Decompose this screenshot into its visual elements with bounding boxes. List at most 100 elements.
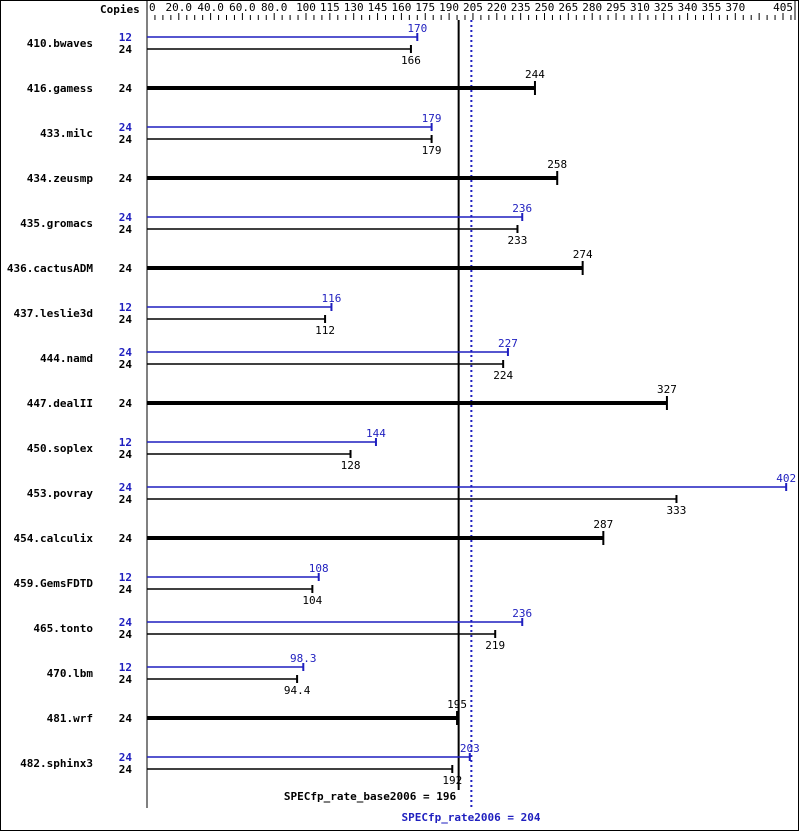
base-copies: 24 [119,583,133,596]
tick-label: 160 [391,1,411,14]
base-value-label: 104 [302,594,322,607]
base-copies: 24 [119,493,133,506]
tick-label: 325 [654,1,674,14]
base-value-label: 128 [341,459,361,472]
peak-copies: 24 [119,211,133,224]
copies-axis-label: Copies [100,3,140,16]
benchmark-label: 437.leslie3d [14,307,93,320]
base-value-label: 179 [422,144,442,157]
peak-value-label: 116 [322,292,342,305]
benchmark-label: 434.zeusmp [27,172,94,185]
peak-copies: 24 [119,346,133,359]
tick-label: 175 [415,1,435,14]
tick-label: 310 [630,1,650,14]
tick-label: 0 [149,1,156,14]
tick-label: 130 [344,1,364,14]
tick-label: 80.0 [261,1,288,14]
base-value-label: 274 [573,248,593,261]
peak-copies: 24 [119,616,133,629]
base-value-label: 195 [447,698,467,711]
base-copies: 24 [119,628,133,641]
peak-copies: 12 [119,31,132,44]
peak-value-label: 236 [512,607,532,620]
peak-copies: 24 [119,751,133,764]
peak-copies: 12 [119,571,132,584]
base-value-label: 244 [525,68,545,81]
base-value-label: 94.4 [284,684,311,697]
peak-value-label: 108 [309,562,329,575]
base-copies: 24 [119,532,133,545]
benchmark-label: 410.bwaves [27,37,93,50]
tick-label: 340 [678,1,698,14]
base-value-label: 327 [657,383,677,396]
tick-label: 295 [606,1,626,14]
benchmark-label: 450.soplex [27,442,94,455]
tick-label: 235 [511,1,531,14]
base-copies: 24 [119,763,133,776]
base-value-label: 112 [315,324,335,337]
base-copies: 24 [119,223,133,236]
peak-value-label: 227 [498,337,518,350]
tick-label: 60.0 [229,1,256,14]
benchmark-label: 435.gromacs [20,217,93,230]
benchmark-label: 447.dealII [27,397,93,410]
peak-copies: 12 [119,436,132,449]
tick-label: 205 [463,1,483,14]
base-copies: 24 [119,172,133,185]
benchmark-label: 436.cactusADM [7,262,93,275]
peak-value-label: 170 [407,22,427,35]
base-value-label: 224 [493,369,513,382]
tick-label: 40.0 [197,1,224,14]
benchmark-label: 481.wrf [47,712,93,725]
base-value-label: 219 [485,639,505,652]
base-value-label: 233 [508,234,528,247]
peak-value-label: 236 [512,202,532,215]
benchmark-label: 444.namd [40,352,93,365]
tick-label: 265 [558,1,578,14]
tick-label: 20.0 [166,1,193,14]
peak-value-label: 179 [422,112,442,125]
benchmark-label: 453.povray [27,487,94,500]
peak-copies: 12 [119,301,132,314]
base-copies: 24 [119,673,133,686]
base-value-label: 166 [401,54,421,67]
benchmark-label: 470.lbm [47,667,94,680]
base-value-label: 192 [442,774,462,787]
tick-label: 145 [368,1,388,14]
peak-value-label: 98.3 [290,652,317,665]
benchmark-label: 433.milc [40,127,93,140]
base-copies: 24 [119,133,133,146]
tick-label: 355 [702,1,722,14]
peak-value-label: 402 [776,472,796,485]
tick-label: 220 [487,1,507,14]
base-copies: 24 [119,262,133,275]
tick-label: 405 [773,1,793,14]
benchmark-label: 454.calculix [14,532,94,545]
base-copies: 24 [119,448,133,461]
peak-copies: 24 [119,481,133,494]
peak-summary-label: SPECfp_rate2006 = 204 [401,811,540,824]
tick-label: 280 [582,1,602,14]
base-value-label: 287 [593,518,613,531]
tick-label: 115 [320,1,340,14]
benchmark-label: 482.sphinx3 [20,757,93,770]
base-value-label: 258 [547,158,567,171]
tick-label: 190 [439,1,459,14]
base-value-label: 333 [667,504,687,517]
peak-value-label: 144 [366,427,386,440]
tick-label: 100 [296,1,316,14]
peak-value-label: 203 [460,742,480,755]
peak-copies: 24 [119,121,133,134]
base-copies: 24 [119,43,133,56]
tick-label: 370 [725,1,745,14]
base-copies: 24 [119,358,133,371]
benchmark-label: 416.gamess [27,82,93,95]
benchmark-label: 465.tonto [33,622,93,635]
tick-label: 250 [535,1,555,14]
peak-copies: 12 [119,661,132,674]
base-summary-label: SPECfp_rate_base2006 = 196 [284,790,457,803]
base-copies: 24 [119,712,133,725]
base-copies: 24 [119,397,133,410]
base-copies: 24 [119,82,133,95]
